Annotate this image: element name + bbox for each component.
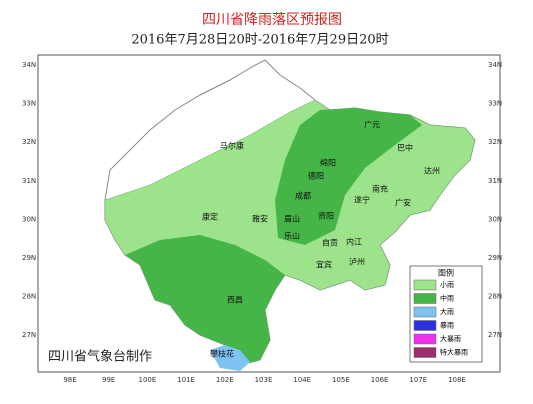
city-label: 德阳 (308, 171, 324, 181)
city-label: 宜宾 (316, 260, 332, 270)
legend-label: 大雨 (440, 307, 454, 316)
legend-label: 暴雨 (440, 322, 454, 330)
legend-swatch (413, 279, 437, 291)
city-label: 巴中 (397, 143, 413, 153)
city-label: 眉山 (284, 214, 300, 224)
lon-label: 99E (102, 376, 115, 384)
lon-label: 105E (332, 376, 350, 384)
lat-label: 34N (488, 61, 502, 69)
lon-label: 100E (139, 376, 157, 384)
moderate-rain-area (275, 108, 422, 245)
legend-swatch (413, 306, 437, 318)
legend-label: 中雨 (440, 294, 454, 303)
heavy-rain-area (210, 345, 250, 371)
lat-label: 29N (22, 254, 36, 262)
lat-label: 31N (488, 177, 502, 185)
legend-label: 特大暴雨 (440, 348, 468, 357)
city-label: 资阳 (318, 211, 334, 221)
city-label: 广安 (395, 198, 411, 208)
lon-label: 107E (409, 376, 427, 384)
legend-swatch (413, 320, 437, 331)
lon-label: 108E (448, 376, 466, 384)
lat-label: 27N (488, 331, 502, 339)
legend-title: 图例 (438, 268, 454, 278)
city-label: 乐山 (284, 231, 300, 241)
city-label: 南充 (372, 184, 388, 194)
lon-label: 98E (63, 376, 76, 384)
lon-label: 101E (177, 376, 195, 384)
lat-label: 32N (488, 138, 502, 146)
legend-label: 大暴雨 (440, 334, 461, 343)
lon-label: 102E (216, 376, 234, 384)
lon-label: 103E (255, 376, 273, 384)
lat-label: 30N (488, 215, 502, 223)
legend-swatch (413, 293, 437, 304)
title: 四川省降雨落区预报图 (202, 12, 342, 28)
credit: 四川省气象台制作 (48, 349, 152, 365)
moderate-rain-area (125, 235, 285, 365)
lat-label: 32N (22, 138, 36, 146)
city-label: 西昌 (227, 296, 243, 305)
city-label: 康定 (202, 212, 218, 222)
lat-label: 30N (22, 215, 36, 223)
legend-swatch (413, 333, 437, 345)
lat-label: 27N (22, 331, 36, 339)
city-label: 成都 (295, 191, 311, 201)
lat-label: 29N (488, 254, 502, 262)
city-label: 自贡 (322, 238, 338, 248)
city-label: 遂宁 (354, 195, 370, 205)
lat-label: 31N (22, 177, 36, 185)
city-label: 攀枝花 (210, 349, 234, 359)
city-label: 广元 (364, 120, 380, 130)
city-label: 内江 (346, 237, 362, 247)
city-label: 泸州 (349, 257, 365, 267)
city-label: 马尔康 (220, 141, 244, 151)
legend-swatch (413, 347, 437, 358)
lat-label: 33N (22, 100, 36, 108)
subtitle: 2016年7月28日20时-2016年7月29日20时 (131, 33, 388, 48)
city-label: 绵阳 (320, 158, 336, 168)
city-label: 雅安 (252, 214, 268, 224)
lat-label: 33N (488, 100, 502, 108)
lon-label: 104E (293, 376, 311, 384)
lat-label: 34N (22, 61, 36, 69)
lat-label: 28N (488, 293, 502, 301)
city-label: 达州 (424, 166, 440, 176)
lat-label: 28N (22, 293, 36, 301)
lon-label: 106E (371, 376, 389, 384)
legend-label: 小雨 (440, 280, 454, 289)
